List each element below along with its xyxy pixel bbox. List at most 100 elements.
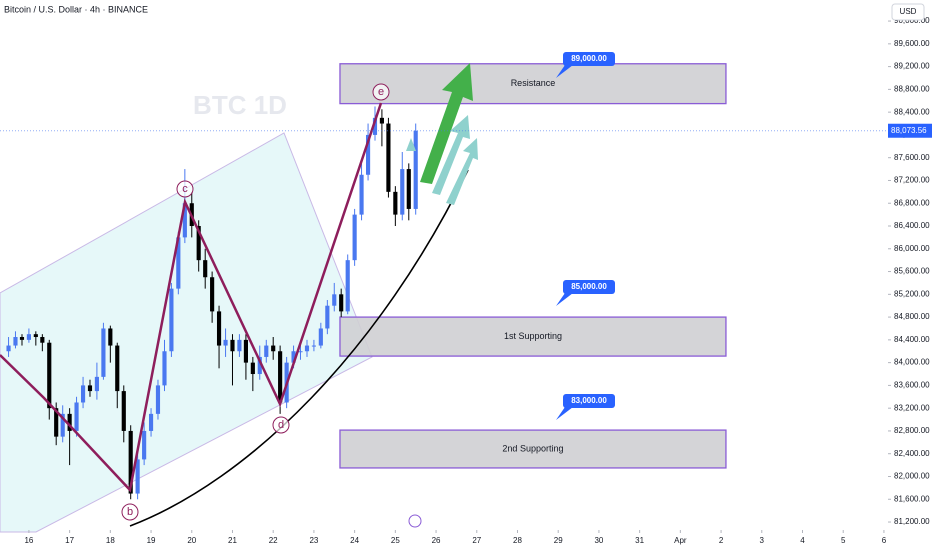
candle-body (40, 337, 45, 343)
arrow-alt (432, 115, 470, 195)
event-icon (408, 514, 422, 528)
callout-pointer (556, 407, 573, 420)
candle-body (26, 334, 31, 340)
y-tick-label: 88,400.00 (894, 107, 930, 116)
candle-body (128, 430, 133, 494)
candle-body (74, 402, 79, 431)
x-tick-label: 22 (269, 536, 278, 545)
y-tick-label: 82,800.00 (894, 426, 930, 435)
watermark: BTC 1D (193, 90, 287, 120)
candle-body (67, 413, 72, 431)
callout-label: 83,000.00 (571, 396, 607, 405)
x-tick-label: 20 (187, 536, 196, 545)
candle-body (60, 413, 65, 437)
x-tick-label: 23 (309, 536, 318, 545)
candle-body (230, 339, 235, 352)
zone-label: 2nd Supporting (502, 443, 563, 453)
x-tick-label: 31 (635, 536, 644, 545)
x-tick-label: 3 (760, 536, 765, 545)
callout-pointer (556, 65, 573, 78)
currency-text[interactable]: USD (900, 7, 917, 16)
x-tick-label: 2 (719, 536, 724, 545)
callout-label: 85,000.00 (571, 282, 607, 291)
zone (339, 429, 727, 469)
price-axis-bg (888, 0, 932, 550)
x-tick-label: 25 (391, 536, 400, 545)
y-tick-label: 86,400.00 (894, 221, 930, 230)
candle-body (223, 339, 228, 346)
candle-body (80, 385, 86, 403)
candle-body (304, 345, 310, 352)
candle-body (257, 356, 262, 375)
candle-body (216, 311, 222, 346)
x-tick-label: 26 (432, 536, 441, 545)
candle-body (359, 174, 364, 215)
candle-body (237, 339, 242, 352)
candle-body (155, 385, 161, 414)
zone (339, 316, 727, 357)
candle-body (101, 328, 106, 377)
candle-body (47, 342, 52, 409)
x-tick-label: 28 (513, 536, 522, 545)
x-tick-label: 17 (65, 536, 74, 545)
y-tick-label: 82,000.00 (894, 472, 930, 481)
y-tick-label: 89,200.00 (894, 62, 930, 71)
candle-body (379, 117, 384, 124)
candle-body (278, 351, 283, 403)
x-tick-label: Apr (674, 536, 687, 545)
callout-label: 89,000.00 (571, 54, 607, 63)
wave-label: c (182, 183, 188, 195)
candle-body (182, 203, 187, 238)
last-price-label: 88,073.56 (891, 126, 927, 135)
arrow-alt (446, 138, 478, 205)
y-tick-label: 85,600.00 (894, 267, 930, 276)
header: Bitcoin / U.S. Dollar · 4h · BINANCE (4, 4, 148, 14)
candle-body (19, 337, 25, 340)
wave-label: e (378, 86, 384, 98)
wave-marker (176, 180, 194, 198)
currency-button[interactable] (891, 3, 925, 21)
y-tick-label: 85,200.00 (894, 289, 930, 298)
candle-body (87, 385, 93, 392)
candle-body (13, 337, 18, 346)
candle-body (345, 260, 350, 312)
candle-body (372, 117, 378, 135)
arrow-small (406, 138, 416, 151)
x-tick-label: 30 (594, 536, 603, 545)
x-tick-label: 4 (800, 536, 805, 545)
candle-body (406, 169, 411, 209)
candle-body (169, 288, 174, 352)
candle-body (176, 237, 181, 289)
wave-label: d (278, 419, 284, 431)
candle-body (400, 169, 405, 215)
y-tick-label: 83,200.00 (894, 403, 930, 412)
candle-body (339, 294, 344, 312)
y-tick-label: 90,000.00 (894, 16, 930, 25)
candle-body (196, 226, 201, 261)
x-tick-label: 29 (554, 536, 563, 545)
candle-body (142, 430, 147, 460)
y-tick-label: 81,200.00 (894, 517, 930, 526)
y-tick-label: 87,200.00 (894, 176, 930, 185)
x-tick-label: 6 (882, 536, 887, 545)
candle-body (250, 362, 255, 375)
candle-body (271, 345, 276, 352)
candle-body (393, 191, 398, 215)
candle-body (162, 351, 167, 386)
y-tick-label: 84,400.00 (894, 335, 930, 344)
candle-body (298, 351, 303, 353)
candle-body (203, 260, 208, 278)
x-tick-label: 24 (350, 536, 359, 545)
arrow-up (420, 63, 473, 184)
y-tick-label: 89,600.00 (894, 39, 930, 48)
candle-body (121, 391, 126, 431)
candle-body (365, 134, 371, 175)
x-tick-label: 19 (147, 536, 156, 545)
candle-body (108, 328, 113, 346)
candle-body (6, 345, 11, 352)
x-tick-label: 21 (228, 536, 237, 545)
candle-body (94, 376, 99, 392)
y-tick-label: 86,000.00 (894, 244, 930, 253)
candle-body (311, 345, 316, 347)
callout (563, 280, 615, 294)
